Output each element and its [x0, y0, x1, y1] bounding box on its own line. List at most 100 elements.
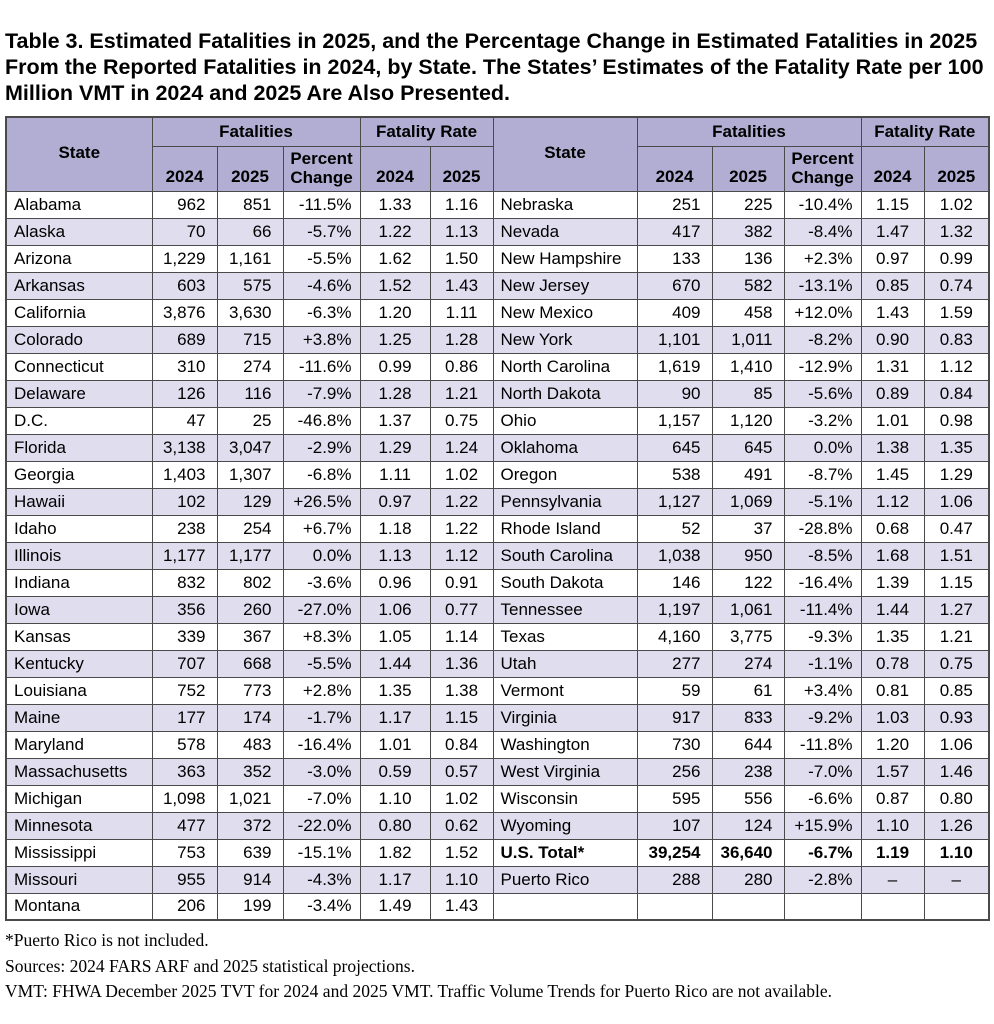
value-cell: 1.32 [923, 217, 990, 246]
value-cell: 1.33 [359, 190, 431, 219]
value-cell: 0.97 [860, 244, 925, 273]
value-cell: 0.81 [860, 676, 925, 705]
value-cell: 914 [216, 865, 284, 894]
value-cell: 1.02 [429, 460, 494, 489]
value-cell: 1.15 [923, 568, 990, 597]
value-cell: -6.6% [783, 784, 862, 813]
value-cell: +2.8% [282, 676, 361, 705]
value-cell: -13.1% [783, 271, 862, 300]
value-cell: 1.43 [429, 271, 494, 300]
value-cell: 1.10 [359, 784, 431, 813]
table-row: Arkansas 603 575 -4.6% 1.52 1.43 New Jersey 670… [5, 271, 990, 300]
value-cell: -3.6% [282, 568, 361, 597]
value-cell: 225 [711, 190, 785, 219]
value-cell [783, 892, 862, 921]
state-cell: Illinois [5, 541, 153, 570]
value-cell: -7.0% [282, 784, 361, 813]
value-cell: 0.0% [783, 433, 862, 462]
table-row: Louisiana 752 773 +2.8% 1.35 1.38 Vermont 59 61 +… [5, 676, 990, 705]
value-cell: -11.4% [783, 595, 862, 624]
value-cell: -3.2% [783, 406, 862, 435]
value-cell: -1.7% [282, 703, 361, 732]
state-cell: Puerto Rico [492, 865, 638, 894]
year-2024-header: 2024 [636, 145, 713, 192]
value-cell: 603 [151, 271, 218, 300]
value-cell: -8.4% [783, 217, 862, 246]
state-cell: Kentucky [5, 649, 153, 678]
value-cell: 310 [151, 352, 218, 381]
value-cell: 85 [711, 379, 785, 408]
table-row: Hawaii 102 129 +26.5% 0.97 1.22 Pennsylvania 1,… [5, 487, 990, 516]
value-cell: -9.3% [783, 622, 862, 651]
value-cell: 955 [151, 865, 218, 894]
value-cell: 645 [636, 433, 713, 462]
table-row: Alabama 962 851 -11.5% 1.33 1.16 Nebraska 251 22… [5, 190, 990, 219]
value-cell: -15.1% [282, 838, 361, 867]
value-cell: 1.45 [860, 460, 925, 489]
percent-change-header: Percent Change [282, 145, 361, 192]
table-row: Minnesota 477 372 -22.0% 0.80 0.62 Wyoming 107 1… [5, 811, 990, 840]
state-cell: Virginia [492, 703, 638, 732]
value-cell: 1.50 [429, 244, 494, 273]
value-cell: 1.37 [359, 406, 431, 435]
value-cell: 126 [151, 379, 218, 408]
value-cell: 382 [711, 217, 785, 246]
value-cell: 1.02 [429, 784, 494, 813]
value-cell: 124 [711, 811, 785, 840]
value-cell: 409 [636, 298, 713, 327]
value-cell: 1.68 [860, 541, 925, 570]
state-cell: Michigan [5, 784, 153, 813]
value-cell: 1,120 [711, 406, 785, 435]
state-cell: New Mexico [492, 298, 638, 327]
value-cell: 1.25 [359, 325, 431, 354]
value-cell: -3.0% [282, 757, 361, 786]
value-cell: 70 [151, 217, 218, 246]
value-cell: 280 [711, 865, 785, 894]
value-cell: 0.96 [359, 568, 431, 597]
value-cell: 37 [711, 514, 785, 543]
value-cell: 1.49 [359, 892, 431, 921]
value-cell: 1.47 [860, 217, 925, 246]
state-cell: Wisconsin [492, 784, 638, 813]
state-cell: Idaho [5, 514, 153, 543]
value-cell: 1.28 [429, 325, 494, 354]
value-cell: – [860, 865, 925, 894]
value-cell: 129 [216, 487, 284, 516]
value-cell: -1.1% [783, 649, 862, 678]
value-cell: 1.03 [860, 703, 925, 732]
state-cell: Delaware [5, 379, 153, 408]
state-cell: South Dakota [492, 568, 638, 597]
table-row: Illinois 1,177 1,177 0.0% 1.13 1.12 South Caro… [5, 541, 990, 570]
value-cell: 0.62 [429, 811, 494, 840]
value-cell: 1.29 [923, 460, 990, 489]
value-cell: 0.97 [359, 487, 431, 516]
value-cell: 1.18 [359, 514, 431, 543]
value-cell: 0.74 [923, 271, 990, 300]
value-cell: 639 [216, 838, 284, 867]
state-cell: Tennessee [492, 595, 638, 624]
fatality-rate-group-header-left: Fatality Rate [359, 116, 494, 147]
value-cell: -4.3% [282, 865, 361, 894]
value-cell: 3,138 [151, 433, 218, 462]
value-cell: 1.46 [923, 757, 990, 786]
table-row: Georgia 1,403 1,307 -6.8% 1.11 1.02 Oregon 538 4… [5, 460, 990, 489]
value-cell: 277 [636, 649, 713, 678]
value-cell: 0.57 [429, 757, 494, 786]
value-cell: 1.06 [923, 487, 990, 516]
state-cell: Minnesota [5, 811, 153, 840]
value-cell: 1.01 [359, 730, 431, 759]
rate-2025-header: 2025 [923, 145, 990, 192]
value-cell: 1.38 [860, 433, 925, 462]
value-cell: 61 [711, 676, 785, 705]
state-cell: Louisiana [5, 676, 153, 705]
table-row: Maine 177 174 -1.7% 1.17 1.15 Virginia 917 833 -9… [5, 703, 990, 732]
value-cell: -8.7% [783, 460, 862, 489]
value-cell: 1.11 [359, 460, 431, 489]
value-cell: 1.24 [429, 433, 494, 462]
page-title: Table 3. Estimated Fatalities in 2025, a… [5, 29, 984, 105]
state-cell: Maryland [5, 730, 153, 759]
table-row: Michigan 1,098 1,021 -7.0% 1.10 1.02 Wisconsin… [5, 784, 990, 813]
value-cell: -5.1% [783, 487, 862, 516]
value-cell: 715 [216, 325, 284, 354]
value-cell: 0.83 [923, 325, 990, 354]
